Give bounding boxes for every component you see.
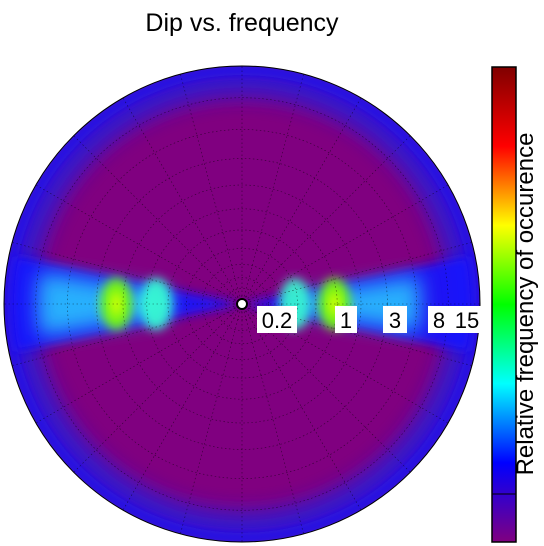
grid-ring-6 — [146, 208, 338, 400]
grid-ring-1 — [225, 287, 259, 321]
radial-tick-label-1: 1 — [340, 308, 352, 333]
grid-ring-2 — [215, 277, 269, 331]
radial-tick-label-0: 0.2 — [262, 308, 293, 333]
polar-grid — [4, 66, 480, 542]
colorbar — [491, 66, 517, 543]
grid-ring-7 — [122, 184, 362, 424]
grid-ring-4 — [186, 248, 298, 360]
plot-outline — [3, 65, 481, 543]
pole-marker — [236, 298, 248, 310]
grid-ring-3 — [202, 264, 282, 344]
colorbar-label: Relative frequency of occurence — [512, 133, 539, 476]
radial-tick-label-2: 3 — [389, 308, 401, 333]
hotspot-core-1 — [111, 292, 122, 316]
radial-tick-label-bg-2 — [383, 306, 407, 333]
grid-ring-0 — [233, 295, 251, 313]
radial-tick-label-bg-4 — [449, 306, 485, 333]
radial-tick-label-4: 15 — [455, 308, 479, 333]
grid-ring-10 — [35, 97, 449, 511]
radial-tick-label-bg-3 — [428, 306, 450, 333]
radial-tick-label-bg-1 — [335, 306, 357, 333]
radial-tick-labels: 0.2 1 3 8 15 — [257, 306, 485, 333]
radial-tick-label-3: 8 — [433, 308, 445, 333]
outer-edge — [4, 66, 480, 542]
radial-tick-label-bg-0 — [257, 306, 297, 333]
grid-ring-5 — [167, 229, 317, 379]
chart-title: Dip vs. frequency — [145, 9, 339, 37]
hotspot-3 — [140, 278, 173, 330]
grid-ring-9 — [67, 129, 417, 479]
